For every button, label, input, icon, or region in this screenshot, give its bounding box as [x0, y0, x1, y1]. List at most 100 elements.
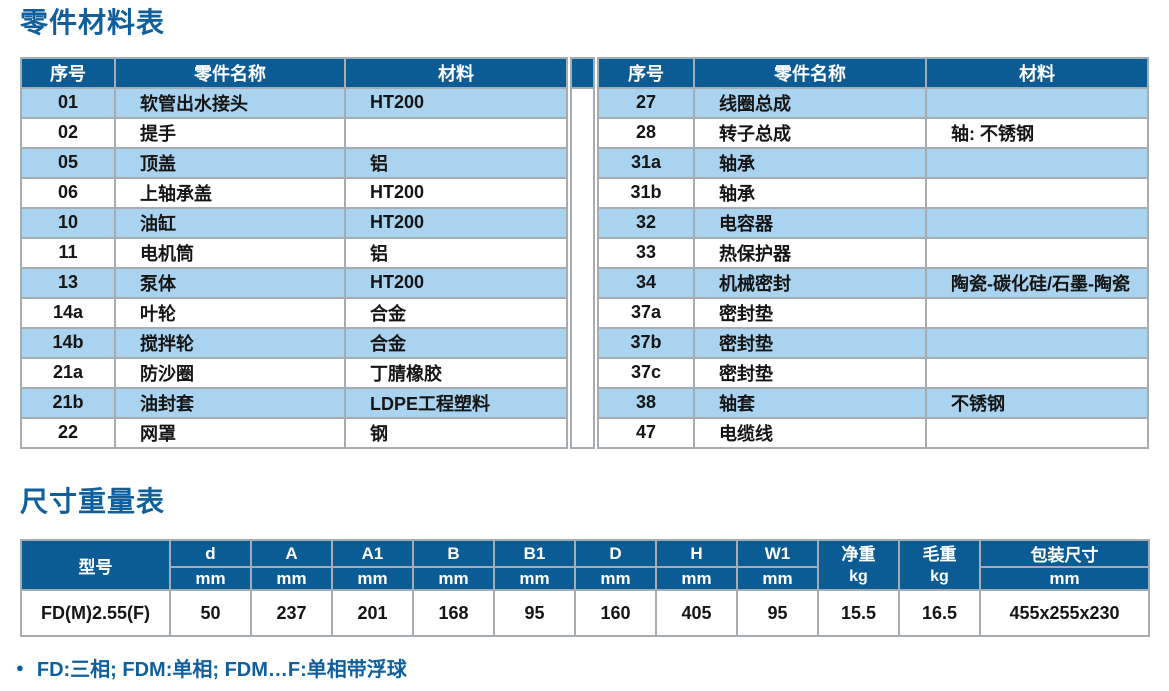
- cell-part-no: 14a: [20, 296, 116, 329]
- cell-part-no: 37b: [597, 326, 695, 359]
- cell-part-name: 顶盖: [114, 146, 346, 179]
- table-row: 22 网罩 钢: [20, 416, 568, 449]
- col-header-net-weight: 净重 kg: [817, 539, 900, 592]
- col-header-B: B: [412, 539, 495, 569]
- col-header-no: 序号: [20, 56, 116, 89]
- cell-B: 168: [412, 589, 495, 638]
- cell-part-material: 合金: [344, 326, 568, 359]
- table-row: 27 线圈总成: [597, 86, 1149, 119]
- cell-d: 50: [169, 589, 252, 638]
- cell-part-name: 密封垫: [693, 296, 927, 329]
- cell-part-name: 油封套: [114, 386, 346, 419]
- cell-part-no: 13: [20, 266, 116, 299]
- cell-part-material: 丁腈橡胶: [344, 356, 568, 389]
- cell-part-no: 31b: [597, 176, 695, 209]
- col-header-W1: W1: [736, 539, 819, 569]
- table-row: 34 机械密封 陶瓷-碳化硅/石墨-陶瓷: [597, 266, 1149, 299]
- net-weight-label: 净重: [841, 545, 876, 565]
- cell-gross-weight: 16.5: [898, 589, 981, 638]
- cell-part-material: HT200: [344, 176, 568, 209]
- cell-part-no: 28: [597, 116, 695, 149]
- unit-D: mm: [574, 566, 657, 592]
- col-header-B1: B1: [493, 539, 576, 569]
- col-header-A1: A1: [331, 539, 414, 569]
- cell-part-name: 轴承: [693, 176, 927, 209]
- cell-part-name: 密封垫: [693, 356, 927, 389]
- cell-part-no: 05: [20, 146, 116, 179]
- parts-tables-row: 序号 零件名称 材料 01 软管出水接头 HT200 02 提手: [20, 56, 1149, 449]
- dims-header-row-2: mm mm mm mm mm mm mm mm mm: [21, 566, 1150, 592]
- cell-D: 160: [574, 589, 657, 638]
- cell-part-no: 31a: [597, 146, 695, 179]
- cell-part-no: 37c: [597, 356, 695, 389]
- unit-B: mm: [412, 566, 495, 592]
- spacer-column-header: [572, 58, 593, 89]
- dims-section-title: 尺寸重量表: [20, 485, 166, 517]
- table-row: 47 电缆线: [597, 416, 1149, 449]
- unit-d: mm: [169, 566, 252, 592]
- header-row: 序号 零件名称 材料: [597, 56, 1149, 89]
- unit-H: mm: [655, 566, 738, 592]
- dims-data-row: FD(M)2.55(F) 50 237 201 168 95 160 405 9…: [20, 589, 1150, 638]
- cell-part-material: [925, 296, 1149, 329]
- col-header-no: 序号: [597, 56, 695, 89]
- cell-part-no: 11: [20, 236, 116, 269]
- cell-net-weight: 15.5: [817, 589, 900, 638]
- cell-part-no: 14b: [20, 326, 116, 359]
- col-header-material: 材料: [344, 56, 568, 89]
- cell-part-material: [925, 86, 1149, 119]
- col-header-gross-weight: 毛重 kg: [898, 539, 981, 592]
- cell-part-name: 电缆线: [693, 416, 927, 449]
- cell-part-material: HT200: [344, 86, 568, 119]
- cell-part-name: 上轴承盖: [114, 176, 346, 209]
- parts-section-title: 零件材料表: [20, 7, 166, 38]
- col-header-D: D: [574, 539, 657, 569]
- gross-weight-unit: kg: [930, 568, 949, 586]
- col-header-A: A: [250, 539, 333, 569]
- cell-part-material: [925, 236, 1149, 269]
- parts-left-body: 01 软管出水接头 HT200 02 提手 05 顶盖 铝: [20, 86, 568, 449]
- cell-part-material: HT200: [344, 266, 568, 299]
- cell-part-no: 34: [597, 266, 695, 299]
- cell-A: 237: [250, 589, 333, 638]
- footnote: ● FD:三相; FDM:单相; FDM…F:单相带浮球: [16, 653, 1149, 682]
- footnote-text: FD:三相; FDM:单相; FDM…F:单相带浮球: [36, 659, 407, 682]
- table-row: 13 泵体 HT200: [20, 266, 568, 299]
- table-row: 05 顶盖 铝: [20, 146, 568, 179]
- table-row: 37b 密封垫: [597, 326, 1149, 359]
- cell-part-name: 密封垫: [693, 326, 927, 359]
- table-row: 31b 轴承: [597, 176, 1149, 209]
- table-row: 38 轴套 不锈钢: [597, 386, 1149, 419]
- cell-part-no: 37a: [597, 296, 695, 329]
- cell-A1: 201: [331, 589, 414, 638]
- unit-package-size: mm: [979, 566, 1150, 592]
- unit-B1: mm: [493, 566, 576, 592]
- table-row: 14b 搅拌轮 合金: [20, 326, 568, 359]
- parts-table-left: 序号 零件名称 材料 01 软管出水接头 HT200 02 提手: [20, 56, 568, 449]
- table-row: 37a 密封垫: [597, 296, 1149, 329]
- cell-part-name: 机械密封: [693, 266, 927, 299]
- cell-part-material: [925, 326, 1149, 359]
- col-header-model: 型号: [20, 539, 171, 592]
- cell-part-name: 网罩: [114, 416, 346, 449]
- cell-part-name: 软管出水接头: [114, 86, 346, 119]
- bullet-icon: ●: [16, 660, 24, 676]
- cell-part-no: 47: [597, 416, 695, 449]
- cell-part-material: [925, 416, 1149, 449]
- cell-package-size: 455x255x230: [979, 589, 1150, 638]
- cell-part-no: 33: [597, 236, 695, 269]
- cell-part-no: 38: [597, 386, 695, 419]
- cell-part-no: 21a: [20, 356, 116, 389]
- cell-part-material: HT200: [344, 206, 568, 239]
- table-row: 02 提手: [20, 116, 568, 149]
- col-header-name: 零件名称: [693, 56, 927, 89]
- cell-part-no: 01: [20, 86, 116, 119]
- unit-A: mm: [250, 566, 333, 592]
- cell-part-material: [925, 356, 1149, 389]
- cell-part-material: [925, 206, 1149, 239]
- cell-part-name: 泵体: [114, 266, 346, 299]
- net-weight-unit: kg: [849, 568, 868, 586]
- table-row: 11 电机筒 铝: [20, 236, 568, 269]
- cell-part-name: 转子总成: [693, 116, 927, 149]
- parts-table-right: 序号 零件名称 材料 27 线圈总成 28 转子总成: [597, 56, 1149, 449]
